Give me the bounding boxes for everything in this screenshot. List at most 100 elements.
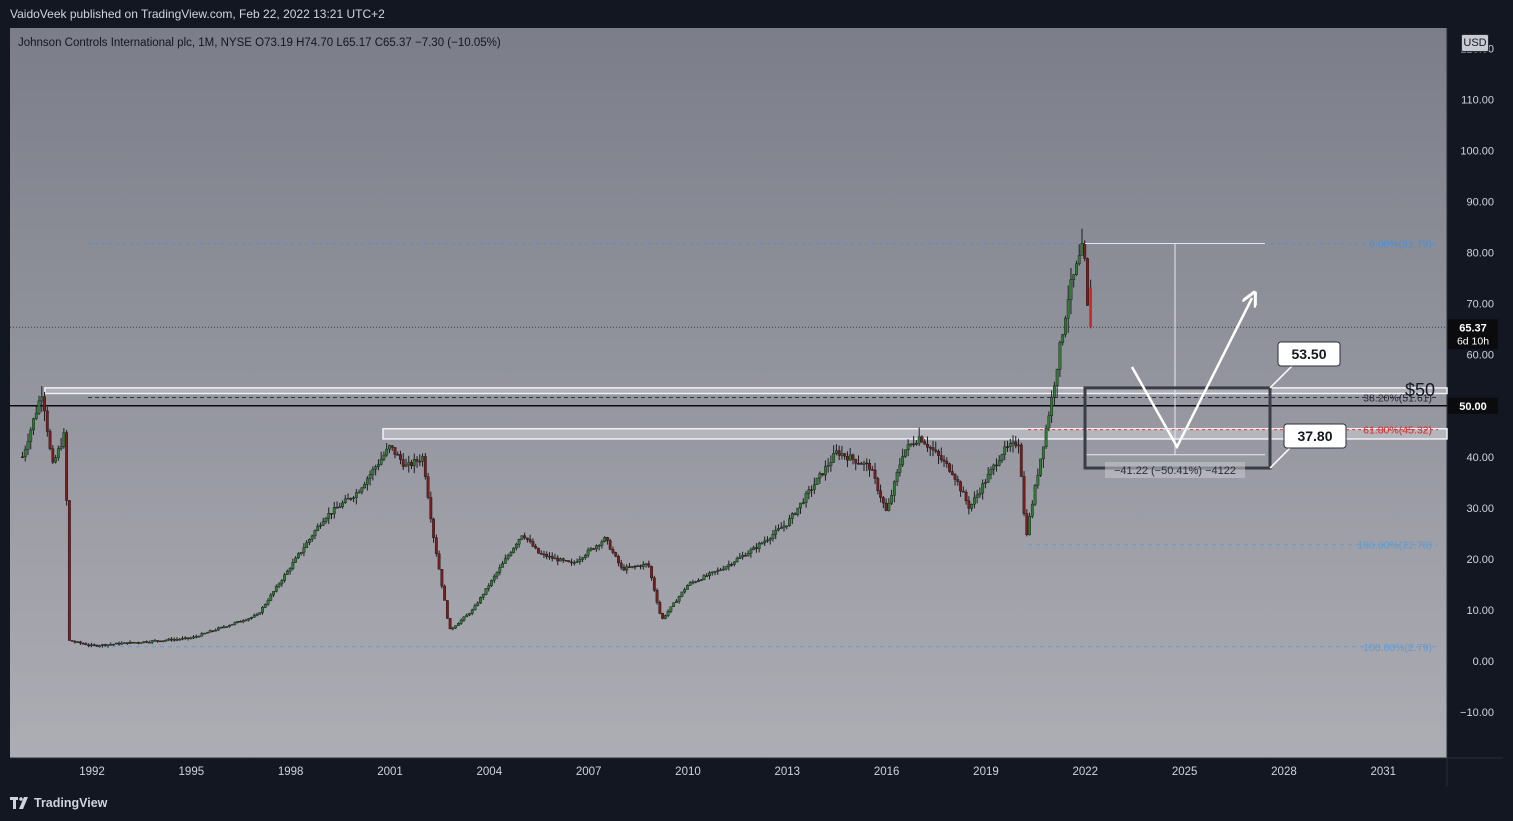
candle-body	[688, 582, 692, 586]
candle-body	[578, 559, 582, 562]
fib-level-label: 100.00%(2.79)	[1363, 642, 1432, 654]
candle-body	[1014, 441, 1018, 447]
candle-body	[1006, 446, 1009, 448]
candle-body	[421, 456, 424, 462]
candle-body	[324, 518, 328, 522]
candle-body	[542, 553, 546, 556]
price-tick-label: 80.00	[1466, 248, 1494, 260]
candle-body	[299, 552, 303, 554]
candle-body	[228, 625, 231, 627]
candle-body	[906, 444, 910, 450]
price-tick-label: 20.00	[1466, 554, 1494, 566]
candle-body	[241, 620, 245, 622]
candle-body	[1069, 279, 1073, 300]
candle-body	[365, 478, 369, 485]
candle-body	[1033, 485, 1037, 505]
candle-body	[975, 494, 979, 499]
candle-body	[308, 539, 311, 543]
candle-body	[459, 619, 463, 624]
candle-body	[727, 564, 731, 567]
candle-body	[1000, 454, 1004, 461]
candle-body	[153, 640, 157, 642]
candle-body	[123, 642, 126, 644]
candle-body	[1083, 243, 1087, 259]
candle-body	[628, 566, 631, 568]
candle-body	[939, 455, 943, 461]
currency-badge[interactable]: USD	[1461, 34, 1489, 52]
candle-body	[332, 507, 336, 515]
candle-body	[920, 436, 924, 443]
price-tick-label: 100.00	[1460, 146, 1494, 158]
candle-body	[272, 591, 275, 596]
candle-body	[633, 566, 637, 568]
footer-bar: TradingView	[0, 786, 1513, 821]
candle-body	[793, 513, 797, 515]
candle-body	[743, 555, 747, 557]
candle-body	[721, 568, 725, 571]
time-tick-label: 2007	[576, 766, 602, 778]
candle-body	[550, 555, 554, 559]
candle-body	[357, 491, 361, 494]
price-tick-label: 10.00	[1466, 605, 1494, 617]
candle-body	[255, 614, 259, 616]
candle-body	[719, 569, 722, 572]
candle-body	[352, 497, 355, 499]
candle-body	[354, 492, 358, 498]
candle-body	[862, 462, 866, 465]
candle-body	[112, 643, 115, 646]
candle-body	[1064, 318, 1067, 335]
candle-body	[445, 600, 449, 619]
candle-body	[1089, 287, 1092, 328]
candle-body	[40, 396, 44, 402]
candle-body	[865, 462, 869, 465]
candle-body	[101, 644, 104, 646]
last-price-text: 65.37	[1459, 322, 1487, 334]
candles-layer	[21, 228, 1092, 648]
candle-body	[321, 521, 325, 526]
candle-body	[995, 464, 998, 467]
candle-body	[730, 564, 733, 566]
time-axis-ticks: 1992 1995 1998 2001 2004 2007 2010 2013 2016 2019…	[79, 766, 1396, 778]
candle-body	[614, 552, 618, 557]
candle-body	[840, 453, 844, 456]
candle-body	[233, 622, 237, 625]
candle-body	[244, 619, 248, 622]
candle-body	[277, 583, 281, 587]
candle-body	[310, 535, 314, 540]
time-tick-label: 2013	[775, 766, 801, 778]
candle-body	[34, 412, 38, 419]
candle-body	[625, 566, 629, 571]
candle-body	[274, 586, 278, 592]
candle-body	[159, 640, 162, 643]
candle-body	[851, 454, 855, 460]
candle-body	[887, 503, 891, 511]
candle-body	[374, 466, 378, 470]
candle-body	[305, 542, 309, 548]
tradingview-logo[interactable]: TradingView	[10, 796, 107, 810]
candle-body	[630, 566, 634, 568]
candle-body	[785, 525, 789, 527]
resistance-zone	[44, 387, 1448, 395]
candle-body	[252, 615, 256, 618]
candle-body	[606, 537, 609, 541]
publisher-text: VaidoVeek published on TradingView.com, …	[10, 7, 385, 21]
candle-body	[404, 464, 408, 467]
candle-body	[967, 500, 971, 509]
candle-body	[1036, 475, 1040, 486]
candle-body	[43, 396, 46, 412]
candle-body	[335, 507, 339, 509]
candle-body	[997, 460, 1001, 466]
candle-body	[807, 489, 811, 494]
candle-body	[915, 443, 918, 445]
candle-body	[680, 591, 684, 597]
candle-body	[45, 410, 49, 432]
candle-body	[755, 547, 758, 549]
price-chart[interactable]: Johnson Controls International plc, 1M, …	[0, 0, 1513, 786]
candle-body	[84, 643, 88, 646]
candle-body	[683, 589, 687, 593]
price-axis-ticks: 120.00110.00100.0090.0080.0070.0060.0040…	[1460, 43, 1494, 719]
candle-body	[716, 569, 720, 572]
fib-level-label: 100.00%(22.78)	[1357, 540, 1432, 552]
candle-body	[1019, 444, 1023, 477]
price-tick-label: 30.00	[1466, 503, 1494, 515]
